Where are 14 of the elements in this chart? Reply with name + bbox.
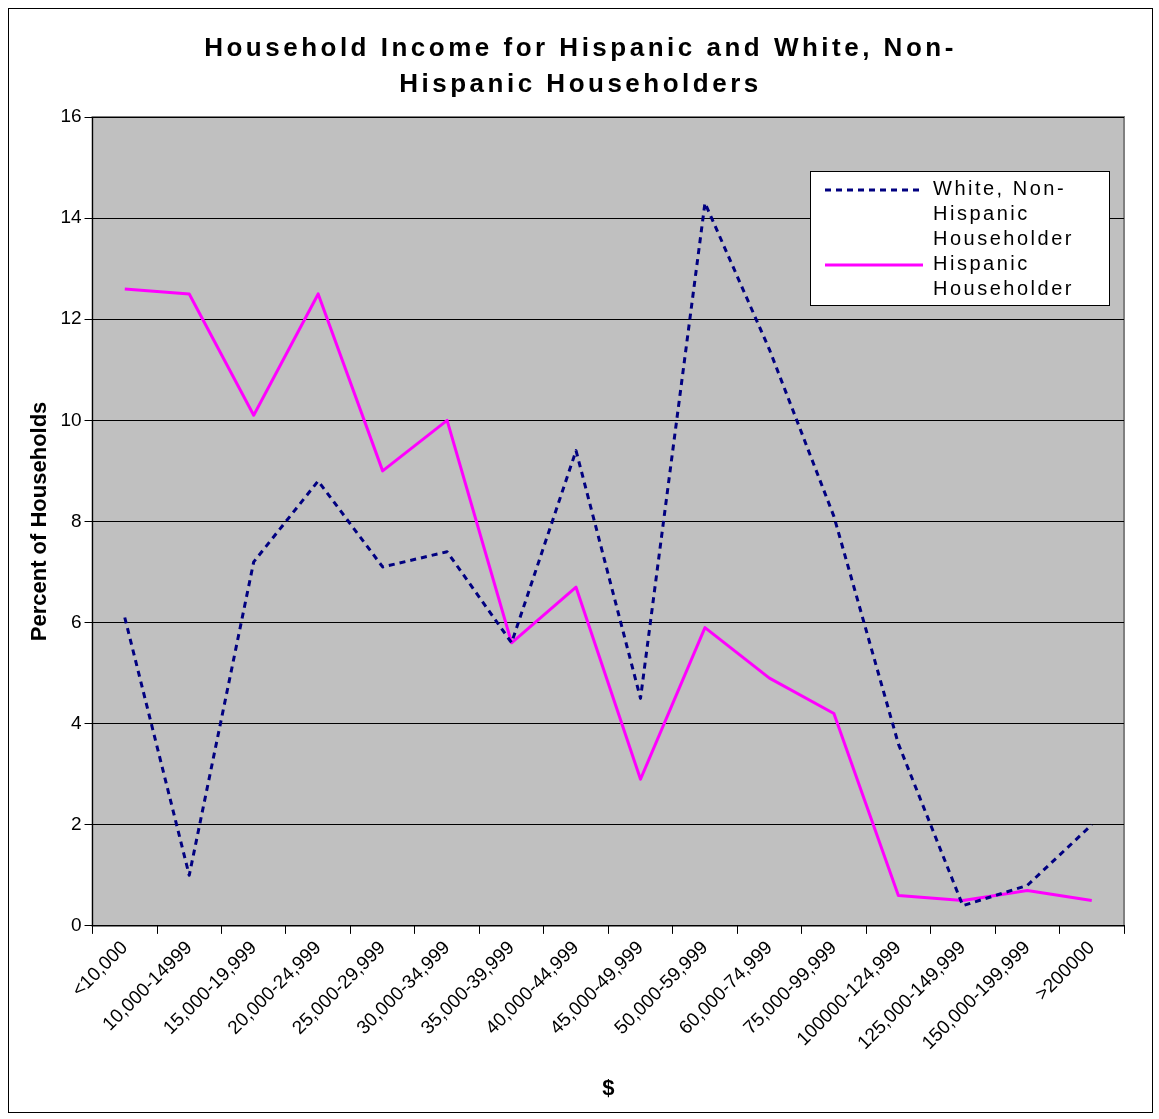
y-tick-label: 14 [60,206,82,228]
y-tick-label: 2 [70,813,82,834]
x-axis-title: $ [602,1074,615,1100]
y-axis-title: Percent of Households [26,401,52,642]
y-tick-label: 12 [60,307,82,329]
legend-label: White, Non-Hispanic Householder [932,176,1075,251]
y-tick-label: 16 [60,105,82,127]
y-tick-label: 8 [70,509,82,531]
y-tick-label: 0 [70,914,82,936]
legend-label: Hispanic Householder [932,251,1075,301]
y-tick-label: 10 [60,408,82,430]
y-tick-label: 6 [70,610,82,632]
chart-title: Household Income for Hispanic and White, Non-Hispanic Householders [203,31,958,100]
y-tick-label: 4 [70,711,82,733]
